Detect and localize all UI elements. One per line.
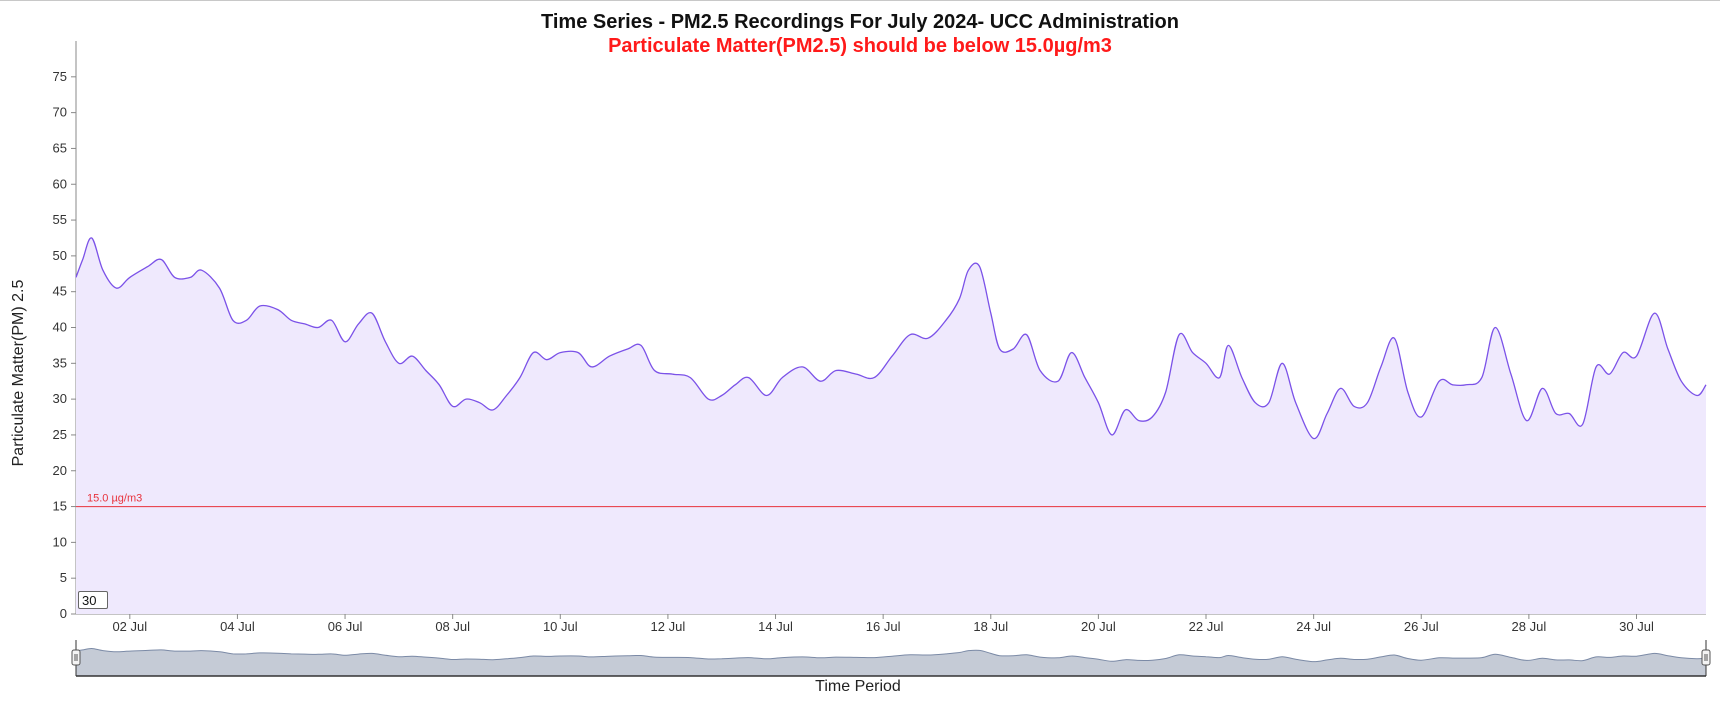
series-line[interactable] (75, 237, 1707, 440)
chart-title: Time Series - PM2.5 Recordings For July … (541, 11, 1179, 33)
x-tick-label: 26 Jul (1404, 619, 1439, 634)
x-tick-label: 06 Jul (328, 619, 363, 634)
y-tick-label: 5 (60, 570, 67, 585)
x-tick-label: 14 Jul (758, 619, 793, 634)
y-tick-label: 0 (60, 606, 67, 621)
y-tick-label: 55 (53, 212, 67, 227)
y-tick-label: 75 (53, 69, 67, 84)
x-tick-label: 12 Jul (651, 619, 686, 634)
x-tick-label: 22 Jul (1189, 619, 1224, 634)
y-tick-label: 45 (53, 284, 67, 299)
y-tick-label: 20 (53, 463, 67, 478)
navigator-area (76, 648, 1706, 676)
navigator-line (75, 647, 1707, 663)
x-tick-label: 28 Jul (1512, 619, 1547, 634)
y-tick-label: 35 (53, 355, 67, 370)
x-tick-label: 16 Jul (866, 619, 901, 634)
y-tick-label: 50 (53, 248, 67, 263)
rolling-window-input[interactable]: 30 (78, 591, 108, 609)
x-tick-label: 30 Jul (1619, 619, 1654, 634)
x-tick-label: 04 Jul (220, 619, 255, 634)
y-tick-label: 30 (53, 391, 67, 406)
x-tick-label: 18 Jul (973, 619, 1008, 634)
x-tick-label: 02 Jul (112, 619, 147, 634)
y-tick-label: 65 (53, 140, 67, 155)
x-tick-label: 10 Jul (543, 619, 578, 634)
x-tick-label: 08 Jul (435, 619, 470, 634)
series-area (76, 237, 1706, 614)
y-tick-label: 60 (53, 176, 67, 191)
y-tick-label: 15 (53, 499, 67, 514)
navigator-left-handle[interactable] (71, 649, 81, 666)
x-axis-label: Time Period (815, 678, 901, 695)
y-tick-label: 70 (53, 105, 67, 120)
x-tick-label: 20 Jul (1081, 619, 1116, 634)
chart-subtitle: Particulate Matter(PM2.5) should be belo… (608, 35, 1112, 57)
y-tick-label: 25 (53, 427, 67, 442)
threshold-label: 15.0 µg/m3 (87, 493, 142, 505)
navigator-right-handle[interactable] (1701, 649, 1711, 666)
y-tick-label: 40 (53, 320, 67, 335)
y-tick-label: 10 (53, 534, 67, 549)
x-tick-label: 24 Jul (1296, 619, 1331, 634)
